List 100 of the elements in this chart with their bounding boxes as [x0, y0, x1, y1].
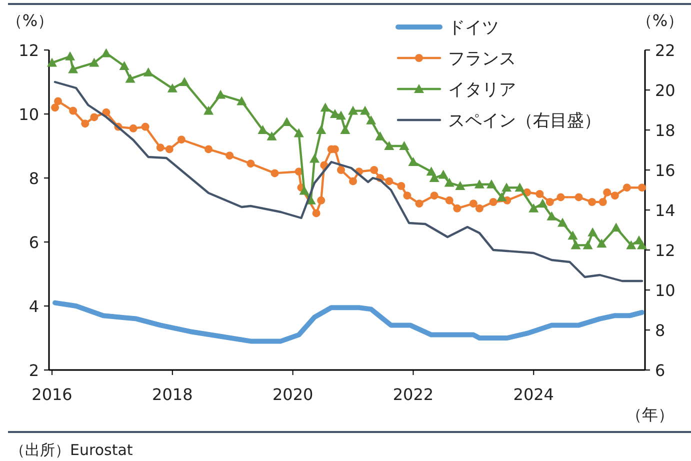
point — [455, 181, 466, 190]
point — [408, 157, 418, 166]
point — [399, 141, 410, 150]
point — [258, 125, 268, 134]
point — [558, 218, 568, 227]
point — [546, 198, 554, 206]
y2-tick-label: 12 — [655, 241, 676, 260]
y-tick-label: 4 — [28, 297, 39, 316]
y2-axis-title: （%） — [636, 11, 684, 30]
x-tick-label: 2016 — [32, 385, 72, 404]
point — [375, 131, 386, 140]
point — [444, 178, 454, 187]
point — [320, 102, 330, 112]
point — [246, 160, 255, 168]
point — [588, 227, 598, 236]
y2-tick-label: 8 — [655, 321, 666, 340]
y-tick-label: 2 — [28, 361, 39, 380]
point — [626, 240, 636, 250]
point — [469, 200, 478, 208]
x-tick-label: 2018 — [152, 385, 193, 404]
point — [610, 192, 619, 200]
point — [179, 77, 190, 86]
point — [426, 166, 436, 176]
point — [568, 230, 578, 240]
legend-label: イタリア — [448, 80, 516, 100]
point — [453, 204, 462, 212]
point — [141, 122, 150, 131]
point — [312, 209, 320, 218]
x-tick-label: 2020 — [272, 385, 314, 404]
point — [177, 136, 186, 144]
point — [317, 196, 326, 204]
x-tick-label: 2024 — [513, 385, 554, 404]
point — [156, 144, 164, 152]
point — [611, 222, 622, 232]
point — [598, 198, 607, 206]
point — [119, 61, 130, 70]
y2-tick-label: 6 — [655, 361, 666, 380]
point — [226, 152, 234, 160]
point — [65, 51, 76, 60]
point — [90, 113, 98, 122]
point — [546, 211, 557, 220]
point — [366, 115, 376, 124]
point — [622, 184, 631, 192]
point — [349, 177, 358, 186]
point — [474, 179, 484, 188]
point — [397, 182, 406, 190]
point — [51, 104, 60, 112]
point — [536, 190, 544, 198]
point — [570, 240, 581, 250]
legend-label: フランス — [448, 49, 516, 69]
point — [438, 170, 448, 179]
legend-label: スペイン（右目盛） — [448, 111, 601, 131]
point — [309, 154, 320, 163]
point — [445, 196, 454, 204]
y2-tick-label: 20 — [655, 81, 676, 100]
point — [129, 124, 138, 132]
point — [603, 188, 612, 196]
point — [282, 117, 292, 126]
point — [101, 48, 112, 58]
line-series — [54, 80, 644, 282]
point — [638, 184, 646, 192]
point — [538, 198, 548, 208]
point — [167, 83, 178, 92]
point — [69, 106, 78, 115]
point — [370, 166, 378, 174]
point — [81, 120, 90, 128]
x-tick-label: 2022 — [392, 385, 434, 404]
point — [216, 90, 226, 99]
point — [415, 200, 424, 208]
text: （出所）Eurostat — [10, 441, 133, 459]
point — [556, 193, 565, 202]
point — [270, 169, 279, 178]
point — [385, 177, 394, 186]
y2-tick-label: 16 — [655, 161, 676, 180]
y2-tick-label: 10 — [655, 281, 676, 300]
y-tick-label: 12 — [18, 41, 39, 60]
x-axis-title: （年） — [626, 405, 674, 424]
point — [299, 186, 310, 195]
point — [340, 125, 350, 134]
point — [348, 106, 358, 115]
point — [294, 128, 304, 138]
point — [582, 240, 593, 250]
point — [636, 240, 647, 250]
y2-tick-label: 22 — [655, 41, 676, 60]
point — [165, 145, 174, 154]
point — [528, 203, 539, 212]
point — [496, 192, 507, 202]
y2-tick-label: 14 — [655, 201, 676, 220]
point — [68, 64, 78, 74]
legend-label: ドイツ — [448, 18, 499, 38]
point — [89, 58, 100, 67]
point — [336, 166, 345, 174]
point — [574, 193, 583, 202]
point — [54, 97, 62, 106]
y2-tick-label: 18 — [655, 121, 676, 140]
point — [502, 182, 512, 192]
y-tick-label: 10 — [18, 105, 39, 124]
y-tick-label: 8 — [28, 169, 39, 188]
point — [384, 141, 394, 150]
point — [204, 106, 214, 115]
